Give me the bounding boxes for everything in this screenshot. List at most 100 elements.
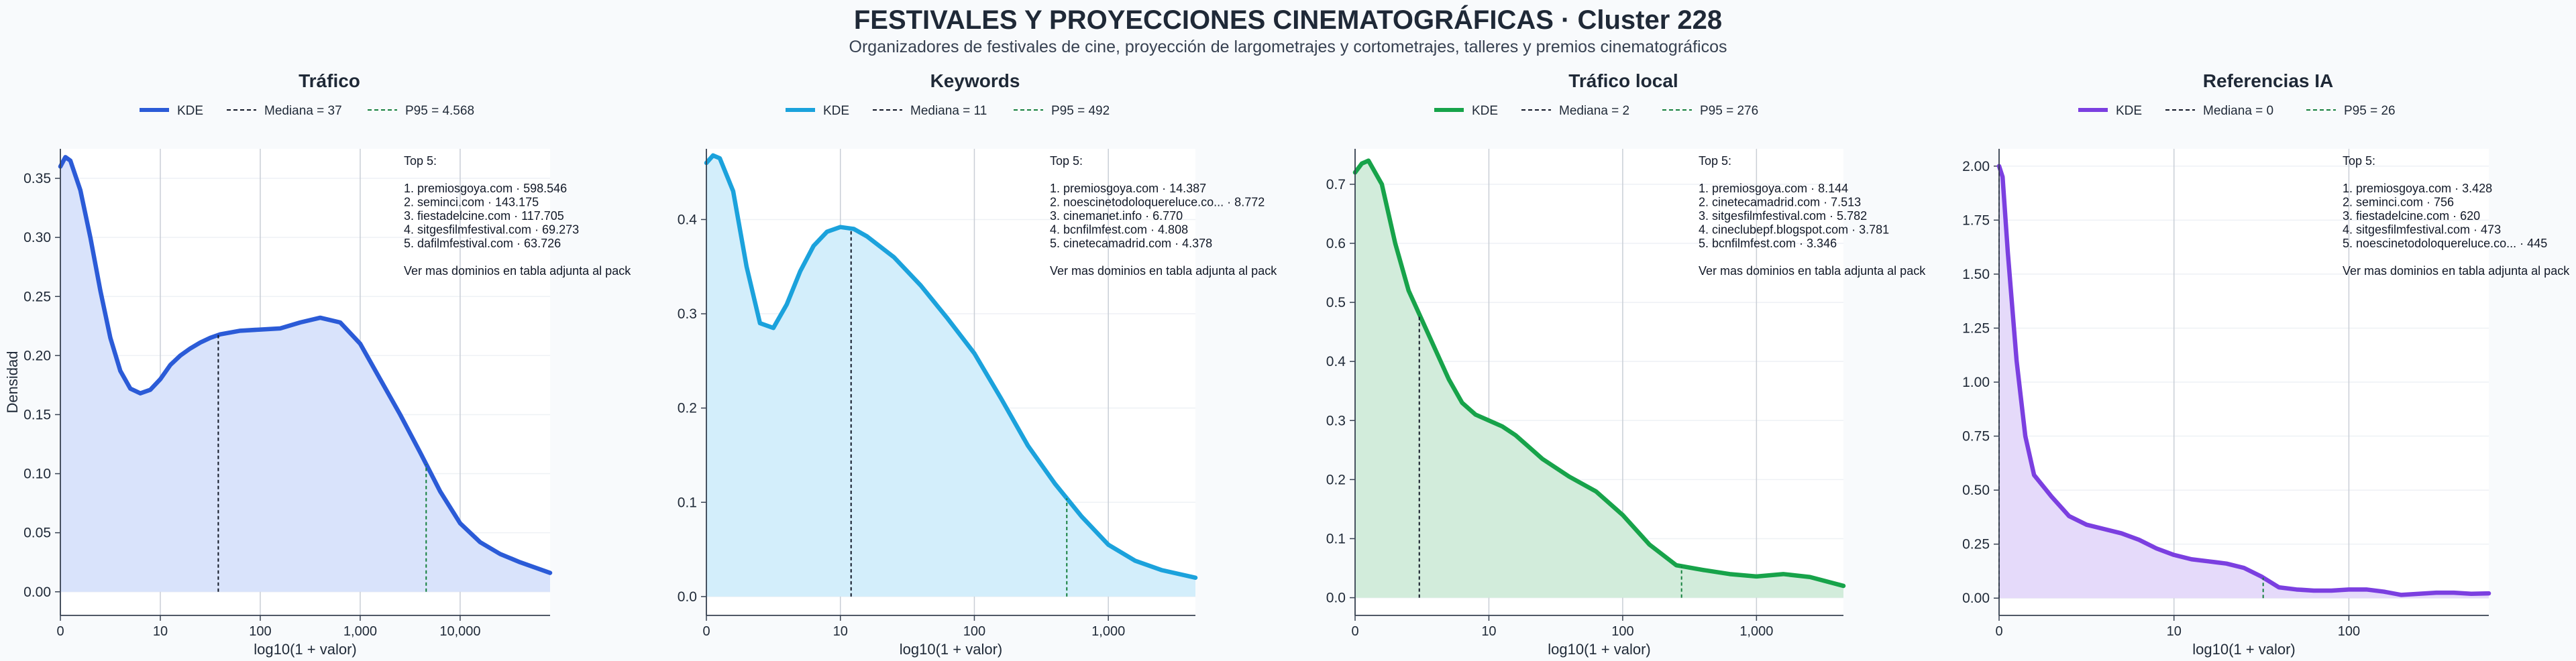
x-tick-label: 10 [833,624,848,639]
legend-kde-label: KDE [1472,104,1498,118]
kde-line [1996,164,2491,597]
x-tick-label: 1,000 [1739,624,1773,639]
annotation-line: 2. seminci.com · 143.175 [404,196,539,209]
kde-area [1355,160,1843,598]
y-axis-label: Densidad [4,351,21,414]
y-tick-label: 0.75 [1962,429,1990,444]
annotation-line: 5. noescinetodoloquereluce.co... · 445 [2343,237,2547,250]
annotation-line: 3. cinemanet.info · 6.770 [1050,209,1183,223]
annotation-line: 1. premiosgoya.com · 8.144 [1699,182,1848,195]
annotation-line: 2. noescinetodoloquereluce.co... · 8.772 [1050,196,1265,209]
y-tick-label: 1.50 [1962,267,1990,282]
y-tick-label: 1.25 [1962,320,1990,336]
y-tick-label: 0.5 [1326,295,1346,310]
x-tick-label: 10 [1481,624,1496,639]
annotation-line: 4. bcnfilmfest.com · 4.808 [1050,223,1188,237]
kde-area [60,157,550,592]
y-tick-label: 0.00 [1962,591,1990,606]
x-tick-label: 100 [1611,624,1633,639]
panel-title: Tráfico local [1568,70,1678,91]
y-tick-label: 0.25 [23,289,51,304]
annotation-line: 3. fiestadelcine.com · 117.705 [404,209,564,223]
annotation-line: 4. cineclubepf.blogspot.com · 3.781 [1699,223,1889,237]
y-tick-label: 0.00 [23,585,51,600]
y-tick-label: 1.75 [1962,213,1990,228]
legend-kde-label: KDE [823,104,849,118]
kde-line [58,155,553,575]
legend-median-label: Mediana = 37 [264,104,342,118]
annotation-line: 1. premiosgoya.com · 14.387 [1050,182,1206,195]
y-tick-label: 0.10 [23,467,51,482]
annotation-line: 3. sitgesfilmfestival.com · 5.782 [1699,209,1867,223]
x-tick-label: 1,000 [343,624,377,639]
legend-kde-label: KDE [2116,104,2142,118]
y-tick-label: 0.3 [1326,413,1346,428]
annotation-line: Ver mas dominios en tabla adjunta al pac… [1050,264,1277,278]
legend-p95-label: P95 = 492 [1051,104,1110,118]
annotation-line: 1. premiosgoya.com · 598.546 [404,182,567,195]
kde-line [704,153,1198,581]
panel-title: Tráfico [299,70,360,91]
annotation-line: 1. premiosgoya.com · 3.428 [2343,182,2492,195]
legend-p95-label: P95 = 276 [1700,104,1758,118]
y-tick-label: 0.4 [1326,354,1346,369]
y-tick-label: 0.25 [1962,537,1990,552]
chart-panel-trafico-local: Tráfico local KDE Mediana = 2 P95 = 276 0.0 0… [1326,70,1926,658]
annotation-line: 5. bcnfilmfest.com · 3.346 [1699,237,1837,250]
y-tick-label: 0.1 [678,495,697,510]
legend-median-label: Mediana = 0 [2203,104,2273,118]
y-tick-label: 0.0 [1326,591,1346,606]
annotation-line: 4. sitgesfilmfestival.com · 69.273 [404,223,579,237]
y-tick-label: 0.3 [678,306,697,322]
annotation-line: 5. dafilmfestival.com · 63.726 [404,237,561,250]
y-tick-label: 0.1 [1326,531,1346,546]
x-tick-label: 1,000 [1091,624,1125,639]
annotation-line: Ver mas dominios en tabla adjunta al pac… [2343,264,2570,278]
chart-panel-trafico: Tráfico KDE Mediana = 37 P95 = 4.568 0.00 0.0… [4,70,631,658]
x-tick-label: 100 [249,624,271,639]
legend-p95-label: P95 = 4.568 [405,104,474,118]
panel-title: Keywords [930,70,1020,91]
annotation-line: Top 5: [1699,154,1731,168]
page-subtitle: Organizadores de festivales de cine, pro… [849,38,1727,56]
y-tick-label: 0.2 [1326,472,1346,487]
annotation-line: Ver mas dominios en tabla adjunta al pac… [1699,264,1926,278]
y-tick-label: 0.0 [678,589,697,605]
y-tick-label: 0.35 [23,171,51,186]
y-tick-label: 0.30 [23,230,51,245]
legend-median-label: Mediana = 11 [910,104,987,118]
kde-area [1999,166,2489,599]
kde-line [1352,158,1846,589]
x-tick-label: 100 [963,624,985,639]
x-tick-label: 10,000 [439,624,480,639]
annotation-line: Top 5: [2343,154,2375,168]
x-tick-label: 0 [1995,624,2002,639]
x-axis-label: log10(1 + valor) [254,641,356,658]
panel-title: Referencias IA [2203,70,2334,91]
y-tick-label: 0.7 [1326,177,1346,192]
x-axis-label: log10(1 + valor) [1548,641,1650,658]
x-axis-label: log10(1 + valor) [2192,641,2295,658]
y-tick-label: 2.00 [1962,159,1990,174]
x-tick-label: 100 [2338,624,2360,639]
y-tick-label: 0.4 [678,212,698,227]
annotation-line: Top 5: [1050,154,1083,168]
y-tick-label: 0.05 [23,526,51,541]
y-tick-label: 0.50 [1962,483,1990,498]
y-tick-label: 0.15 [23,407,51,422]
annotation-line: Top 5: [404,154,437,168]
x-tick-label: 10 [153,624,168,639]
chart-panel-keywords: Keywords KDE Mediana = 11 P95 = 492 0.0 0.1 0.… [678,70,1277,658]
x-tick-label: 0 [702,624,710,639]
y-tick-label: 0.20 [23,348,51,363]
legend-median-label: Mediana = 2 [1559,104,1629,118]
legend-kde-label: KDE [177,104,203,118]
annotation-line: 3. fiestadelcine.com · 620 [2343,209,2480,223]
x-tick-label: 0 [1351,624,1358,639]
legend-p95-label: P95 = 26 [2344,104,2396,118]
annotation-line: 5. cinetecamadrid.com · 4.378 [1050,237,1212,250]
annotation-line: 4. sitgesfilmfestival.com · 473 [2343,223,2501,237]
x-axis-label: log10(1 + valor) [900,641,1002,658]
y-tick-label: 0.6 [1326,236,1346,251]
annotation-line: 2. cinetecamadrid.com · 7.513 [1699,196,1861,209]
